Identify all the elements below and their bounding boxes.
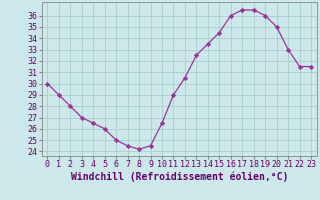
X-axis label: Windchill (Refroidissement éolien,°C): Windchill (Refroidissement éolien,°C): [70, 172, 288, 182]
